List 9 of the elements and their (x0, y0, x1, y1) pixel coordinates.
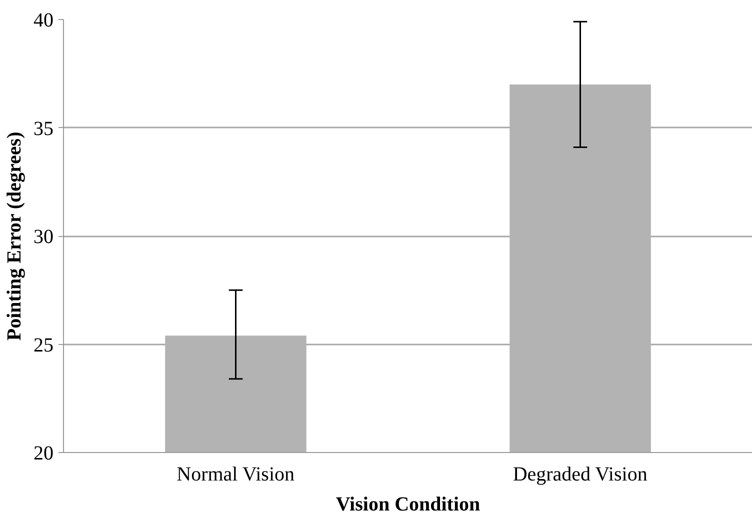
y-axis-title: Pointing Error (degrees) (4, 132, 26, 341)
y-tick-label: 20 (34, 442, 54, 464)
y-tick-label: 25 (34, 334, 54, 356)
y-tick-label: 40 (34, 10, 54, 32)
y-tick-label: 30 (34, 226, 54, 248)
x-tick-label: Degraded Vision (512, 464, 648, 486)
x-tick-label: Normal Vision (176, 464, 295, 486)
x-axis-title: Vision Condition (336, 494, 480, 516)
y-tick-label: 35 (34, 118, 54, 140)
